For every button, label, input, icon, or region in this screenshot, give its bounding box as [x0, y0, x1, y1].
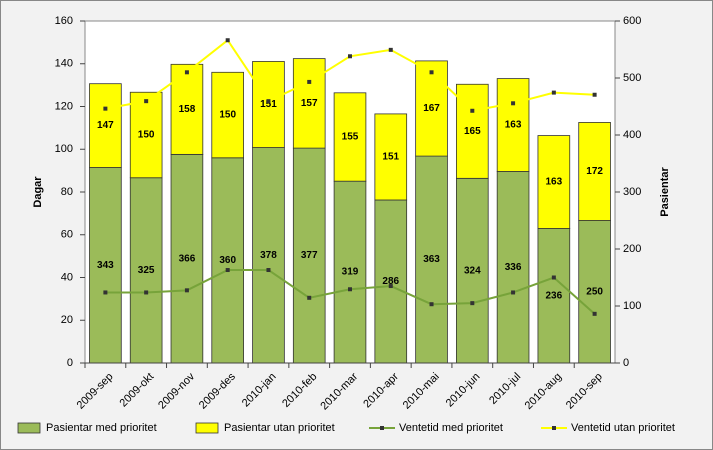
line-marker — [429, 70, 434, 75]
line-marker — [103, 290, 108, 295]
bar — [252, 61, 285, 148]
y2-tick-label: 200 — [623, 243, 641, 255]
bar-value-label: 343 — [97, 260, 114, 271]
bar-value-label: 325 — [138, 265, 155, 276]
line-marker — [225, 268, 230, 273]
bar — [374, 113, 408, 201]
y2-tick-label: 100 — [623, 300, 641, 312]
line-marker — [266, 268, 271, 273]
bar — [333, 180, 367, 364]
line-marker — [551, 90, 556, 95]
bar-value-label: 360 — [219, 255, 236, 266]
line-marker — [551, 275, 556, 280]
bar — [129, 177, 163, 364]
bar — [211, 71, 244, 159]
bar-value-label: 163 — [546, 177, 563, 188]
line-marker — [511, 101, 516, 106]
legend-label: Ventetid med prioritet — [399, 422, 503, 434]
bar-value-label: 366 — [179, 253, 196, 264]
line-marker — [144, 290, 149, 295]
y-tick-label: 20 — [61, 314, 73, 326]
line-marker — [184, 70, 189, 75]
bar-value-label: 167 — [423, 103, 440, 114]
bar-value-label: 236 — [546, 290, 563, 301]
line-marker — [184, 288, 189, 293]
y2-axis-title: Pasientar — [659, 167, 671, 217]
bar — [333, 92, 367, 182]
bar-value-label: 324 — [464, 265, 481, 276]
bar-value-label: 363 — [423, 254, 440, 265]
bar-value-label: 151 — [260, 99, 277, 110]
y-axis-title: Dagar — [32, 176, 44, 208]
y-tick-label: 160 — [55, 15, 73, 27]
legend-label: Ventetid utan prioritet — [571, 422, 675, 434]
bar — [211, 157, 244, 364]
bar — [292, 58, 326, 149]
bar-value-label: 163 — [505, 120, 522, 131]
legend-swatch — [195, 422, 219, 434]
bar — [578, 122, 611, 221]
bar-value-label: 336 — [505, 262, 522, 273]
bar-value-label: 150 — [138, 130, 155, 141]
bar-value-label: 157 — [301, 98, 318, 109]
line-marker — [511, 290, 516, 295]
y-tick-label: 120 — [55, 100, 73, 112]
line-marker — [144, 99, 149, 104]
line-marker — [348, 54, 352, 59]
line-marker — [307, 295, 312, 300]
legend-marker — [380, 426, 384, 430]
y2-tick-label: 600 — [623, 15, 641, 27]
bar-value-label: 250 — [586, 286, 603, 297]
bar — [374, 199, 408, 364]
bar-value-label: 172 — [586, 166, 603, 177]
line-marker — [388, 284, 393, 289]
line-marker — [592, 311, 597, 316]
bar — [537, 135, 571, 229]
line-marker — [225, 38, 230, 43]
line-marker — [348, 287, 352, 292]
y-tick-label: 60 — [61, 229, 73, 241]
y2-tick-label: 500 — [623, 72, 641, 84]
bar — [170, 153, 204, 364]
line-marker — [103, 106, 108, 111]
y-tick-label: 0 — [67, 357, 73, 369]
line-marker — [470, 108, 475, 113]
bar — [578, 220, 611, 364]
y-tick-label: 80 — [61, 186, 73, 198]
y-tick-label: 140 — [55, 58, 73, 70]
legend-swatch — [17, 422, 41, 434]
bar — [415, 155, 448, 364]
bar-value-label: 319 — [342, 267, 359, 278]
y-tick-label: 100 — [55, 143, 73, 155]
y2-tick-label: 400 — [623, 129, 641, 141]
bar-value-label: 151 — [382, 152, 399, 163]
y2-tick-label: 0 — [623, 357, 629, 369]
y2-tick-label: 300 — [623, 186, 641, 198]
bar — [129, 91, 163, 179]
bar-value-label: 377 — [301, 250, 318, 261]
line-marker — [592, 92, 597, 97]
legend-label: Pasientar utan prioritet — [224, 422, 335, 434]
line-marker — [470, 301, 475, 306]
bar — [89, 83, 122, 168]
line-marker — [388, 47, 393, 52]
legend-label: Pasientar med prioritet — [46, 422, 157, 434]
bar-value-label: 147 — [97, 120, 114, 131]
bar-value-label: 165 — [464, 126, 481, 137]
bar-value-label: 155 — [342, 132, 359, 143]
bar-value-label: 286 — [382, 276, 399, 287]
line-marker — [429, 302, 434, 307]
legend-marker — [552, 426, 556, 430]
bar-value-label: 150 — [219, 110, 236, 121]
bar — [415, 60, 448, 157]
bar-value-label: 158 — [179, 104, 196, 115]
line-marker — [266, 99, 271, 104]
y-tick-label: 40 — [61, 271, 73, 283]
bar-value-label: 378 — [260, 250, 277, 261]
line-marker — [307, 79, 312, 84]
bar — [496, 78, 530, 172]
